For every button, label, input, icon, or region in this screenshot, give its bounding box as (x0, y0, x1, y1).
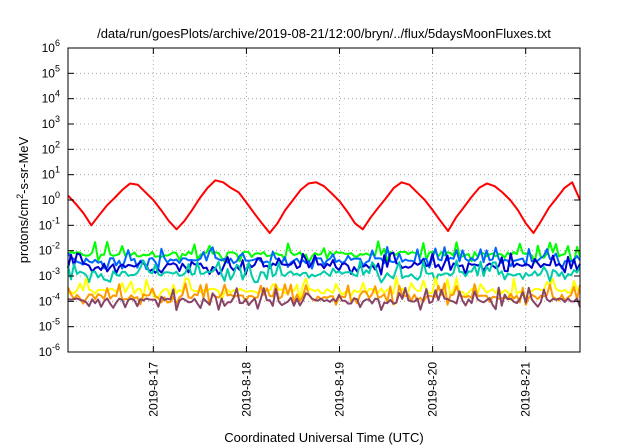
series-line (67, 282, 581, 306)
series-line (67, 259, 581, 284)
y-tick-label-base: 10 (42, 193, 56, 207)
y-tick-label: 103 (42, 114, 60, 131)
y-axis-label-prefix: protons/cm (16, 199, 31, 263)
y-tick-label-base: 10 (42, 41, 56, 55)
y-axis-label-suffix: -s-sr-MeV (16, 136, 31, 193)
y-tick-label-base: 10 (39, 345, 53, 359)
y-tick-label-exponent: 2 (55, 139, 60, 149)
y-tick-label: 10-1 (39, 215, 60, 232)
x-axis-label: Coordinated Universal Time (UTC) (224, 430, 423, 445)
y-tick-label: 100 (42, 190, 60, 207)
series-line (67, 240, 581, 264)
y-tick-label-exponent: 6 (55, 38, 60, 48)
series-line (67, 276, 581, 301)
series-line (67, 246, 581, 271)
y-tick-label-base: 10 (42, 66, 56, 80)
x-tick-label: 2019-8-21 (519, 362, 533, 417)
x-tick-label: 2019-8-19 (333, 362, 347, 417)
y-tick-label-exponent: -5 (52, 317, 60, 327)
y-tick-label: 101 (42, 165, 60, 182)
y-tick-label-exponent: -4 (52, 291, 60, 301)
y-tick-label: 10-3 (39, 266, 60, 283)
y-tick-label: 10-4 (39, 291, 60, 308)
y-tick-label-exponent: 0 (55, 190, 60, 200)
y-tick-label-base: 10 (42, 117, 56, 131)
y-tick-label-exponent: 5 (55, 63, 60, 73)
series-line (67, 179, 581, 234)
y-tick-label-base: 10 (39, 244, 53, 258)
y-tick-label-base: 10 (39, 269, 53, 283)
y-tick-label: 10-6 (39, 342, 60, 359)
y-tick-label-base: 10 (39, 320, 53, 334)
y-tick-label-exponent: -1 (52, 215, 60, 225)
chart-title: /data/run/goesPlots/archive/2019-08-21/1… (97, 26, 551, 41)
y-tick-label: 102 (42, 139, 60, 156)
x-tick-label: 2019-8-20 (426, 362, 440, 417)
grid (68, 48, 580, 352)
series-line (67, 286, 581, 312)
y-tick-label: 10-5 (39, 317, 60, 334)
y-tick-label-base: 10 (39, 294, 53, 308)
y-tick-label-exponent: -3 (52, 266, 60, 276)
y-axis-label-sup: 2 (15, 194, 25, 199)
ticks: 10-610-510-410-310-210-11001011021031041… (39, 38, 580, 417)
y-tick-label-exponent: -6 (52, 342, 60, 352)
y-tick-label: 105 (42, 63, 60, 80)
y-tick-label: 10-2 (39, 241, 60, 258)
y-tick-label-base: 10 (39, 218, 53, 232)
y-tick-label: 104 (42, 89, 60, 106)
y-tick-label-exponent: 3 (55, 114, 60, 124)
y-tick-label-base: 10 (42, 92, 56, 106)
y-axis-label: protons/cm2-s-sr-MeV (15, 136, 31, 263)
y-tick-label-exponent: -2 (52, 241, 60, 251)
y-tick-label-exponent: 4 (55, 89, 60, 99)
y-tick-label-base: 10 (42, 168, 56, 182)
series-group (67, 179, 581, 312)
y-tick-label-exponent: 1 (55, 165, 60, 175)
y-tick-label-base: 10 (42, 142, 56, 156)
y-tick-label: 106 (42, 38, 60, 55)
x-tick-label: 2019-8-17 (146, 362, 160, 417)
x-tick-label: 2019-8-18 (239, 362, 253, 417)
